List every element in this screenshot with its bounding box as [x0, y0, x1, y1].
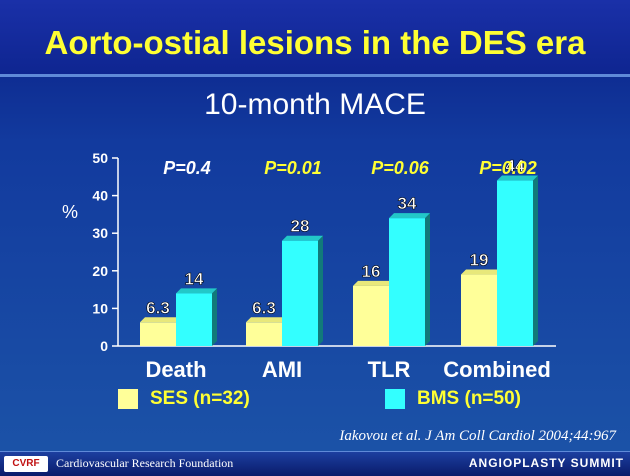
bar-top — [353, 280, 394, 286]
bar-side — [212, 288, 217, 346]
legend-item-ses: SES (n=32) — [118, 388, 250, 410]
bar-side — [533, 175, 538, 346]
bar-side — [425, 213, 430, 346]
title-band — [0, 0, 630, 75]
bar-top — [282, 235, 323, 241]
y-tick-label: 0 — [100, 338, 108, 354]
y-axis-label: % — [62, 202, 78, 222]
footer-organization: Cardiovascular Research Foundation — [56, 456, 234, 470]
data-label: 44 — [506, 157, 525, 176]
legend-item-bms: BMS (n=50) — [385, 388, 521, 410]
y-tick-label: 20 — [92, 263, 108, 279]
legend-label-bms: BMS (n=50) — [417, 388, 521, 409]
slide-title: Aorto-ostial lesions in the DES era — [44, 24, 586, 61]
bar-top — [246, 317, 287, 323]
bar-top — [497, 175, 538, 181]
data-label: 28 — [291, 217, 310, 236]
p-value-label: P=0.06 — [371, 158, 430, 178]
bar-top — [176, 288, 217, 294]
chart-subtitle: 10-month MACE — [204, 88, 426, 121]
data-label: 6.3 — [146, 298, 170, 317]
y-tick-label: 10 — [92, 300, 108, 316]
bar-top — [461, 269, 502, 275]
p-value-label: P=0.4 — [163, 158, 211, 178]
bar-top — [140, 317, 181, 323]
y-tick-label: 40 — [92, 188, 108, 204]
bar-side — [318, 235, 323, 346]
category-label: TLR — [368, 357, 411, 382]
citation: Iakovou et al. J Am Coll Cardiol 2004;44… — [339, 428, 616, 444]
title-divider — [0, 74, 630, 77]
legend-label-ses: SES (n=32) — [150, 388, 250, 409]
legend-swatch-bms — [385, 389, 405, 409]
footer-event: ANGIOPLASTY SUMMIT — [468, 456, 624, 470]
footer-bar: CVRF Cardiovascular Research Foundation … — [0, 451, 630, 476]
bar-ses — [140, 322, 176, 346]
category-label: Combined — [443, 357, 551, 382]
bar-bms — [497, 180, 533, 346]
y-tick-label: 50 — [92, 150, 108, 166]
bar-bms — [389, 218, 425, 346]
bar-top — [389, 213, 430, 219]
data-label: 16 — [362, 262, 381, 281]
bar-ses — [353, 285, 389, 346]
p-value-label: P=0.02 — [479, 158, 537, 178]
p-value-label: P=0.01 — [264, 158, 322, 178]
bar-bms — [282, 240, 318, 346]
bar-bms — [176, 293, 212, 346]
data-label: 6.3 — [252, 298, 276, 317]
y-tick-label: 30 — [92, 225, 108, 241]
bar-ses — [246, 322, 282, 346]
bars — [140, 175, 538, 346]
category-label: AMI — [262, 357, 302, 382]
data-label: 19 — [470, 251, 489, 270]
cvrf-logo: CVRF — [4, 456, 48, 472]
legend-swatch-ses — [118, 389, 138, 409]
category-label: Death — [145, 357, 206, 382]
data-label: 14 — [185, 269, 204, 288]
data-label: 34 — [398, 194, 417, 213]
data-labels: 6.3 14 Death P=0.4 6.3 28 AMI P=0.01 16 34 TLR P=0.… — [145, 156, 551, 382]
bar-ses — [461, 274, 497, 346]
